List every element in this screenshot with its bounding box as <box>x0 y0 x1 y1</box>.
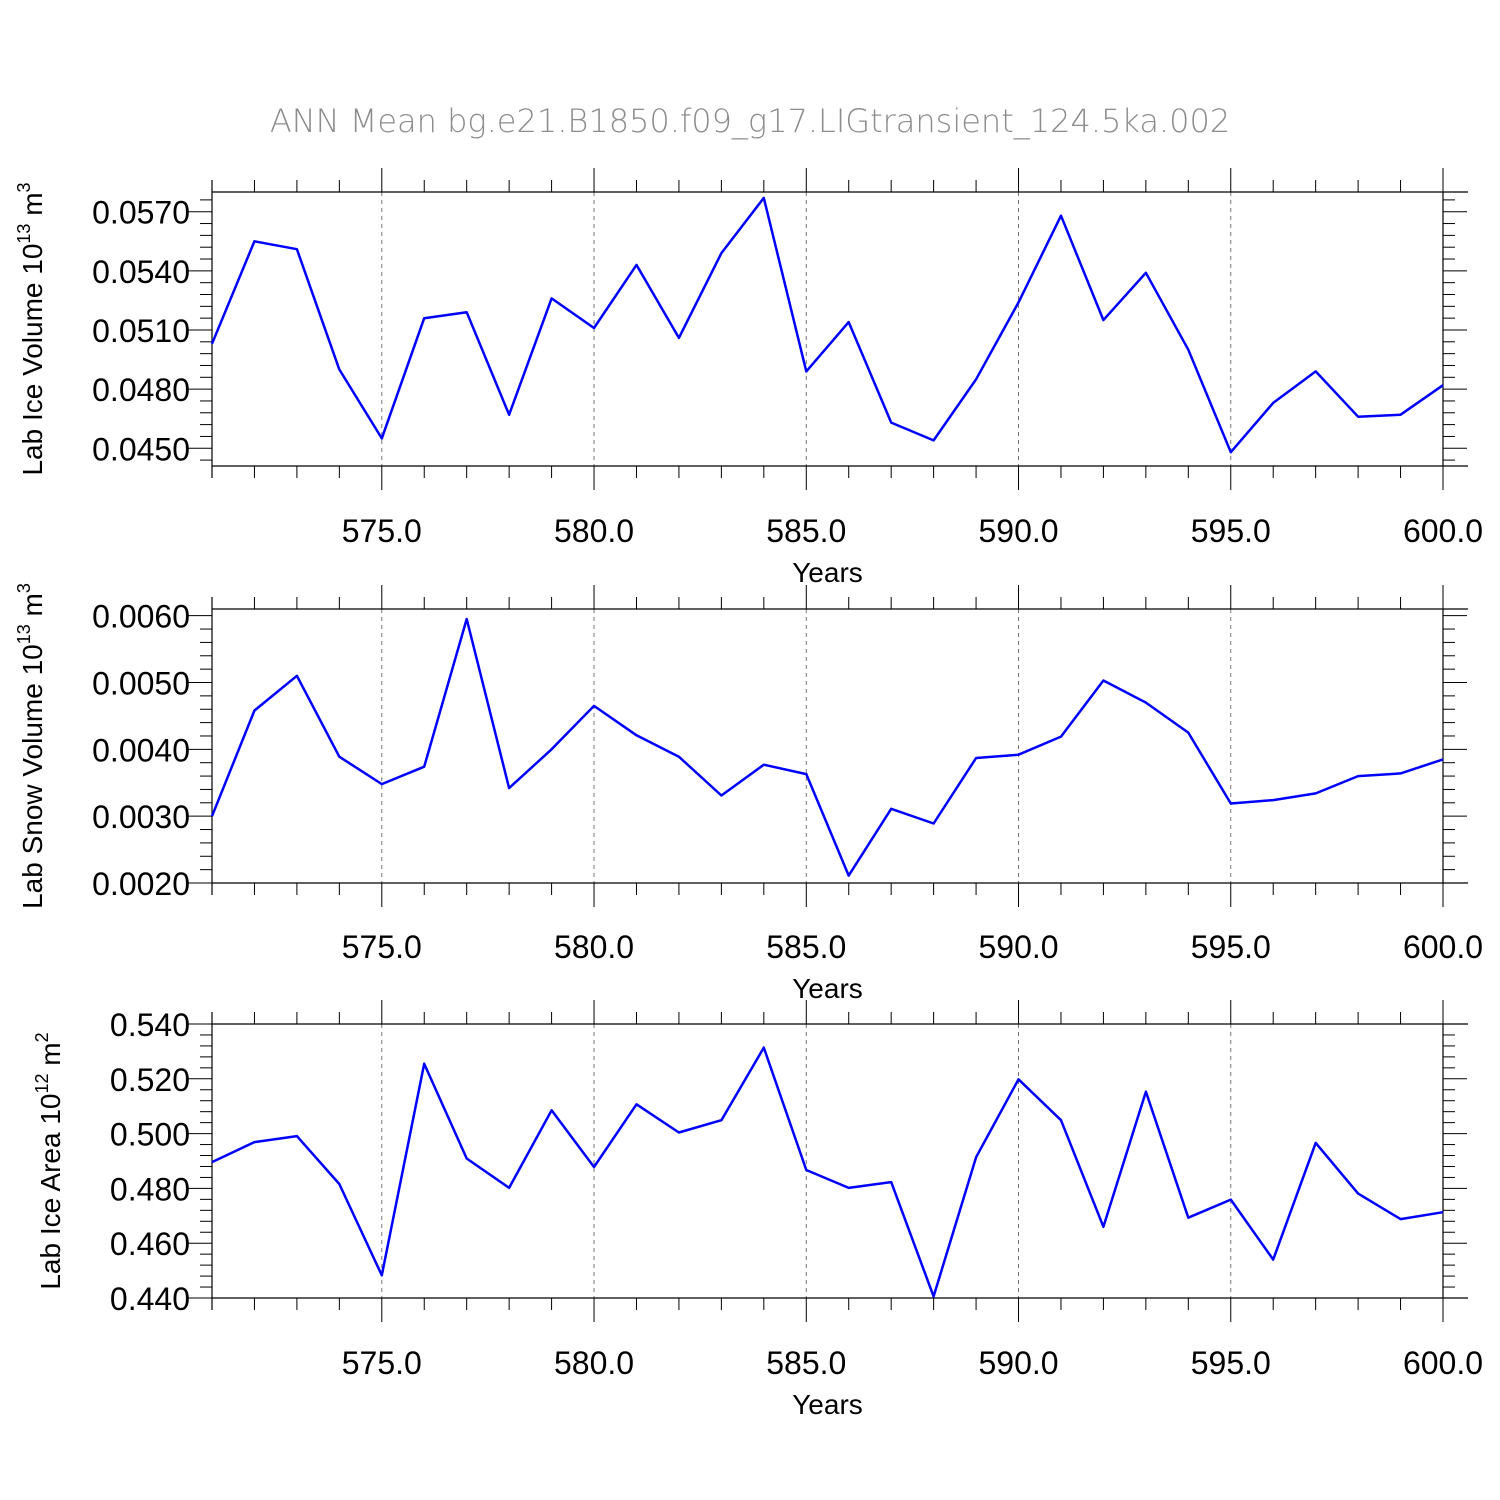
x-tick-label: 590.0 <box>978 1345 1058 1381</box>
y-tick-label: 0.460 <box>110 1226 190 1262</box>
y-tick-label: 0.0060 <box>92 599 190 635</box>
y-tick-label: 0.0570 <box>92 195 190 231</box>
series-line <box>211 1046 1444 1298</box>
y-tick-label: 0.500 <box>110 1117 190 1153</box>
y-tick-label: 0.540 <box>110 1007 190 1043</box>
series-line <box>210 196 1444 454</box>
y-tick-label: 0.0030 <box>92 799 190 835</box>
y-axis-label: Lab Ice Volume 1013 m3 <box>14 182 48 475</box>
y-axis-label-unit-exponent: 3 <box>14 583 34 593</box>
y-tick-label: 0.0040 <box>92 732 190 768</box>
x-tick-label: 595.0 <box>1191 1345 1271 1381</box>
y-axis-label-unit-exponent: 3 <box>14 182 34 192</box>
x-tick-label: 600.0 <box>1403 929 1483 965</box>
y-tick-label: 0.440 <box>110 1281 190 1317</box>
figure-title: ANN Mean bg.e21.B1850.f09_g17.LIGtransie… <box>270 102 1230 140</box>
y-tick-label: 0.0020 <box>92 866 190 902</box>
x-tick-label: 575.0 <box>342 1345 422 1381</box>
x-tick-label: 580.0 <box>554 1345 634 1381</box>
x-tick-label: 590.0 <box>978 929 1058 965</box>
x-axis-label: Years <box>792 1389 863 1420</box>
x-tick-label: 595.0 <box>1191 929 1271 965</box>
x-tick-label: 585.0 <box>766 929 846 965</box>
x-tick-label: 600.0 <box>1403 1345 1483 1381</box>
ice-volume-panel: 0.0450 0.0480 0.0510 0.0540 0.0570 575.0 580.0… <box>14 168 1483 588</box>
y-tick-label: 0.0450 <box>92 431 190 467</box>
y-axis-label-unit: m <box>17 593 48 624</box>
y-axis-label-unit: m <box>17 192 48 223</box>
y-tick-label: 0.0480 <box>92 372 190 408</box>
y-axis-label-text: Lab Ice Area 10 <box>35 1094 66 1290</box>
snow-volume-panel: 0.0020 0.0030 0.0040 0.0050 0.0060 575.0 580.0… <box>14 583 1483 1004</box>
y-tick-label: 0.0510 <box>92 313 190 349</box>
x-tick-label: 600.0 <box>1403 513 1483 549</box>
x-tick-label: 580.0 <box>554 929 634 965</box>
y-tick-label: 0.0540 <box>92 254 190 290</box>
y-axis-label-exponent: 12 <box>32 1073 52 1093</box>
ice-area-panel: 0.440 0.460 0.480 0.500 0.520 0.540 575.0 580.0… <box>32 1000 1483 1420</box>
y-tick-label: 0.520 <box>110 1062 190 1098</box>
y-tick-label: 0.0050 <box>92 666 190 702</box>
y-axis-label: Lab Ice Area 1012 m2 <box>32 1032 66 1289</box>
x-tick-label: 580.0 <box>554 513 634 549</box>
series-line <box>210 617 1444 877</box>
y-tick-label: 0.480 <box>110 1171 190 1207</box>
x-tick-label: 590.0 <box>978 513 1058 549</box>
x-tick-label: 585.0 <box>766 1345 846 1381</box>
x-tick-label: 575.0 <box>342 929 422 965</box>
y-axis-label-unit: m <box>35 1042 66 1073</box>
x-tick-label: 585.0 <box>766 513 846 549</box>
y-axis-label-unit-exponent: 2 <box>32 1032 52 1042</box>
y-axis-label-exponent: 13 <box>14 224 34 244</box>
x-axis-label: Years <box>792 557 863 588</box>
x-tick-label: 575.0 <box>342 513 422 549</box>
y-axis-label-text: Lab Ice Volume 10 <box>17 244 48 476</box>
y-axis-label: Lab Snow Volume 1013 m3 <box>14 583 48 909</box>
y-axis-label-exponent: 13 <box>14 624 34 644</box>
y-axis-label-text: Lab Snow Volume 10 <box>17 644 48 909</box>
x-tick-label: 595.0 <box>1191 513 1271 549</box>
x-axis-label: Years <box>792 973 863 1004</box>
